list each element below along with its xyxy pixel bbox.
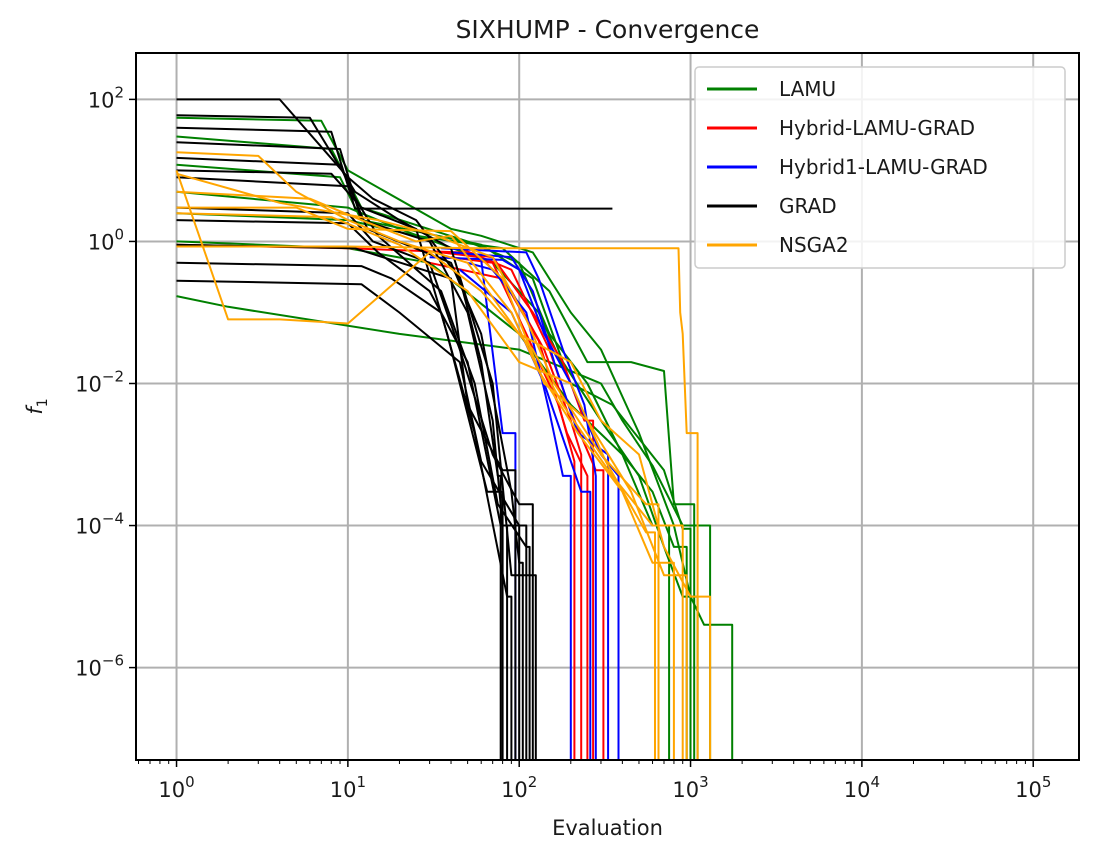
x-tick-label: 101 xyxy=(330,773,366,802)
y-tick-label: 102 xyxy=(88,83,124,112)
series-run-line xyxy=(176,98,502,760)
x-tick-label: 104 xyxy=(844,773,880,802)
y-tick-label: 10−2 xyxy=(75,367,124,396)
legend-box xyxy=(694,66,1066,269)
series-run-line xyxy=(176,156,524,760)
y-tick-label: 10−6 xyxy=(75,652,124,681)
legend: LAMU Hybrid-LAMU-GRAD Hybrid1-LAMU-GRAD GRA… xyxy=(694,66,1066,269)
y-axis-label-text: f1 xyxy=(23,398,51,414)
legend-label: Hybrid-LAMU-GRAD xyxy=(779,116,975,140)
chart-title: SIXHUMP - Convergence xyxy=(456,15,760,44)
series-run-line xyxy=(176,279,528,760)
series-run-line xyxy=(176,116,734,760)
y-tick-label: 10−4 xyxy=(75,510,124,539)
series-run-line xyxy=(176,163,699,760)
x-tick-label: 100 xyxy=(158,773,194,802)
series-run-line xyxy=(176,245,699,760)
axis-ticks: 100 101 102 103 104 105 102 100 10−2 10−4 10−6 xyxy=(75,83,1051,802)
series-run-line xyxy=(441,247,597,760)
x-tick-label: 105 xyxy=(1015,773,1051,802)
axes-frame xyxy=(135,52,1080,761)
legend-label: NSGA2 xyxy=(779,233,849,257)
series-run-line xyxy=(459,268,592,760)
series-nsga2 xyxy=(175,151,712,760)
y-tick-label: 100 xyxy=(88,225,124,254)
series-run-line xyxy=(176,243,517,760)
series-run-line xyxy=(176,190,675,760)
series-layer xyxy=(175,98,734,760)
x-axis-label: Evaluation xyxy=(552,816,663,840)
series-run-line xyxy=(176,295,712,760)
y-axis-label: f1 xyxy=(23,398,51,414)
x-tick-label: 102 xyxy=(501,773,537,802)
x-tick-label: 103 xyxy=(672,773,708,802)
series-run-line xyxy=(429,256,620,760)
series-run-line xyxy=(176,169,504,760)
legend-label: GRAD xyxy=(779,194,837,218)
series-run-line xyxy=(176,206,688,760)
legend-label: Hybrid1-LAMU-GRAD xyxy=(779,155,988,179)
series-run-line xyxy=(176,135,688,760)
legend-label: LAMU xyxy=(779,77,836,101)
series-run-line xyxy=(176,212,656,760)
series-grad xyxy=(176,98,613,760)
